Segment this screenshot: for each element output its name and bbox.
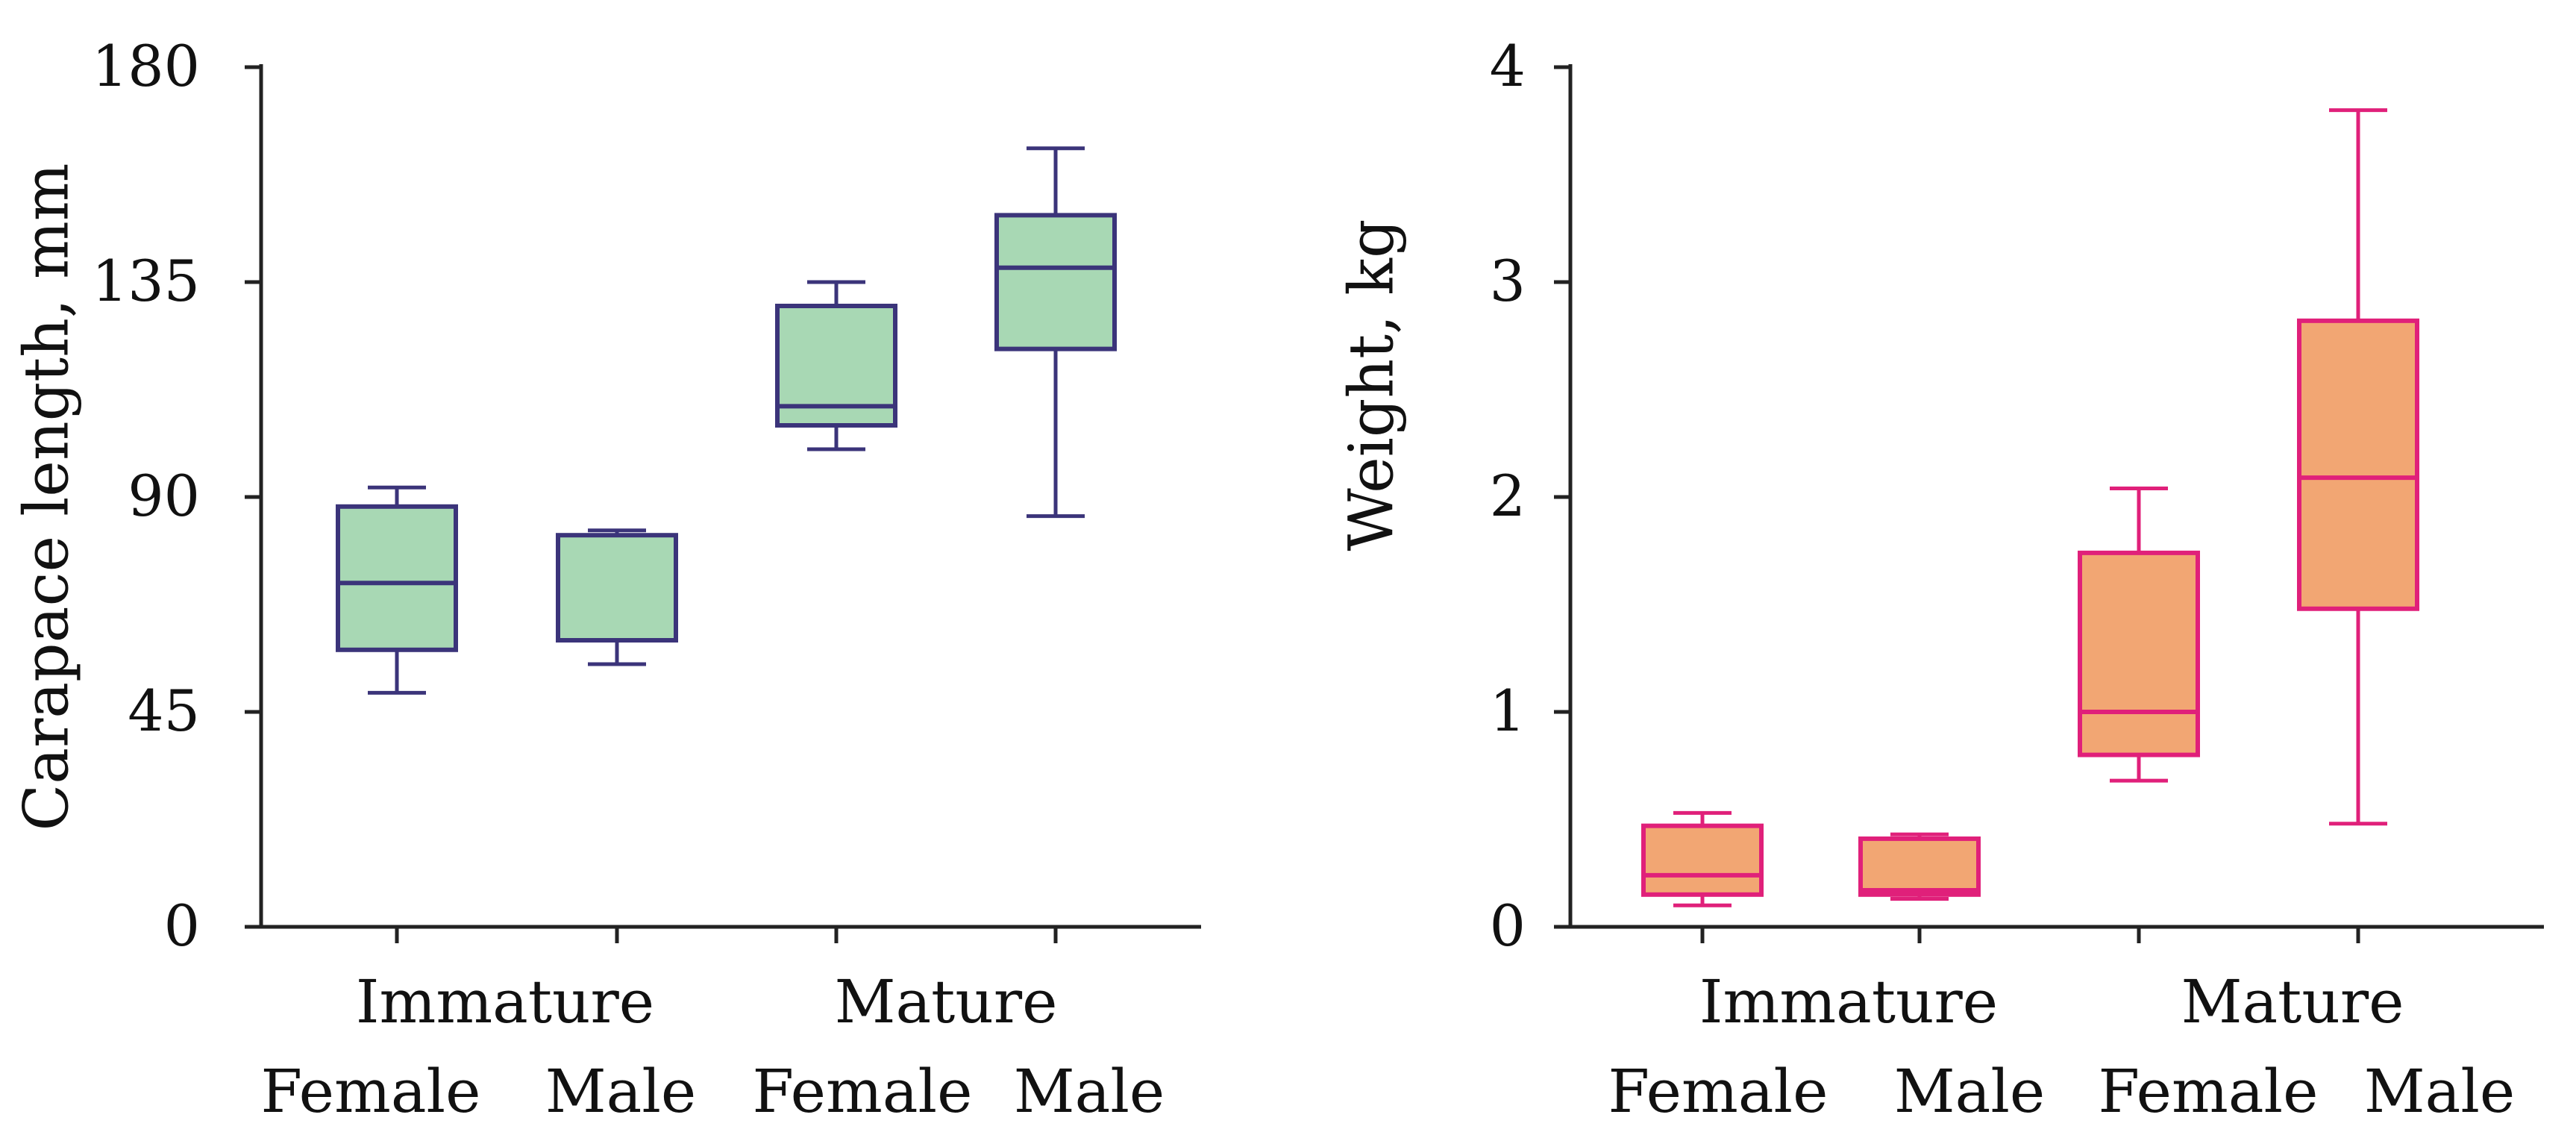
chart1-y-tick-label: 45: [128, 678, 200, 744]
chart1-y-tick-label: 135: [92, 248, 200, 314]
chart1-group-label: Mature: [835, 967, 1058, 1037]
chart1-y-axis-label: Carapace length, mm: [12, 163, 83, 831]
chart1-box: [556, 533, 678, 643]
chart2-y-axis-label: Weight, kg: [1337, 219, 1408, 551]
chart1-y-tick-label: 90: [128, 463, 200, 529]
chart2-group-label: Immature: [1699, 967, 1998, 1037]
chart1-category-label: Male: [545, 1057, 697, 1126]
chart1-box: [336, 504, 458, 652]
chart2-y-tick-label: 4: [1490, 33, 1526, 99]
chart2-y-tick-label: 0: [1490, 893, 1526, 959]
chart2-y-tick-label: 3: [1490, 248, 1526, 314]
chart2-category-label: Female: [1608, 1057, 1828, 1126]
chart2-category-label: Female: [2099, 1057, 2319, 1126]
chart1-group-label: Immature: [356, 967, 654, 1037]
chart1-category-label: Male: [1014, 1057, 1165, 1126]
chart2-group-label: Mature: [2181, 967, 2404, 1037]
chart1-y-tick-label: 0: [164, 893, 200, 959]
chart1-category-label: Female: [261, 1057, 481, 1126]
chart1-y-tick-label: 180: [92, 33, 200, 99]
chart1-category-label: Female: [753, 1057, 973, 1126]
chart2-y-tick-label: 1: [1490, 678, 1526, 744]
chart2-y-tick-label: 2: [1490, 463, 1526, 529]
chart2-category-label: Male: [1894, 1057, 2046, 1126]
chart2-box: [2297, 318, 2419, 611]
chart2-box: [1858, 836, 1981, 897]
chart2-box: [1641, 823, 1764, 897]
chart2-box: [2078, 550, 2200, 757]
chart2-category-label: Male: [2364, 1057, 2516, 1126]
chart1-box: [994, 213, 1117, 351]
